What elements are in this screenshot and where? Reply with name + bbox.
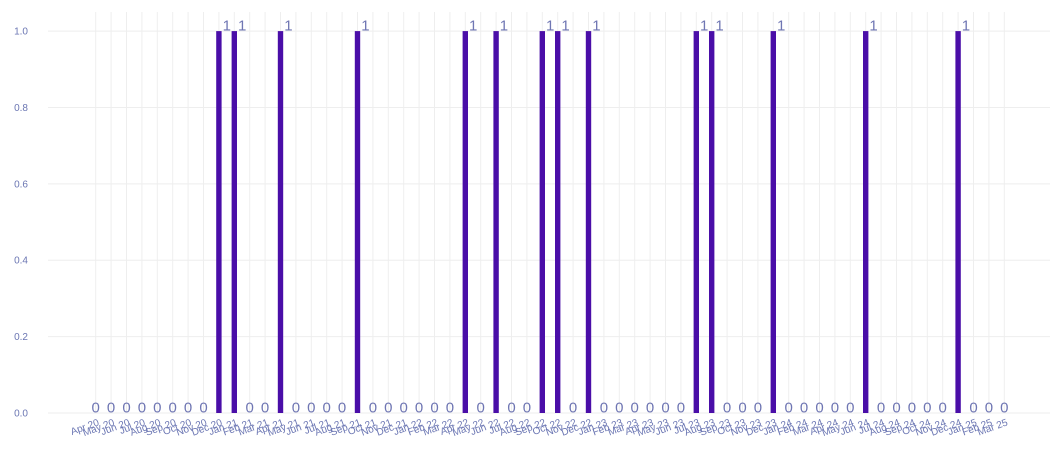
- data-label: 0: [153, 400, 161, 417]
- data-label: 0: [169, 400, 177, 417]
- data-label: 0: [677, 400, 685, 417]
- data-label: 0: [400, 400, 408, 417]
- data-label: 0: [430, 400, 438, 417]
- data-label: 0: [384, 400, 392, 417]
- data-label: 1: [469, 18, 477, 35]
- data-label: 0: [369, 400, 377, 417]
- data-label: 0: [122, 400, 130, 417]
- bar: [585, 31, 592, 413]
- y-tick-label: 0.4: [14, 256, 28, 267]
- data-label: 0: [246, 400, 254, 417]
- data-label: 0: [985, 400, 993, 417]
- data-label: 0: [738, 400, 746, 417]
- data-label: 0: [969, 400, 977, 417]
- data-label: 1: [962, 18, 970, 35]
- data-label: 1: [546, 18, 554, 35]
- data-label: 0: [477, 400, 485, 417]
- y-tick-label: 1.0: [14, 27, 28, 38]
- data-label: 1: [500, 18, 508, 35]
- bar: [709, 31, 715, 413]
- bar: [539, 31, 545, 413]
- data-label: 0: [138, 400, 146, 417]
- data-label: 1: [700, 18, 708, 35]
- data-label: 0: [831, 400, 839, 417]
- data-label: 1: [777, 18, 785, 35]
- data-label: 0: [908, 400, 916, 417]
- data-label: 1: [238, 18, 246, 35]
- data-label: 0: [107, 400, 115, 417]
- data-label: 0: [446, 400, 454, 417]
- bar: [693, 31, 699, 413]
- bar: [231, 31, 237, 413]
- y-tick-label: 0.2: [14, 332, 28, 343]
- data-label: 0: [785, 400, 793, 417]
- data-label: 0: [323, 400, 331, 417]
- data-label: 0: [615, 400, 623, 417]
- bar: [493, 31, 499, 413]
- data-label: 0: [661, 400, 669, 417]
- data-label: 0: [846, 400, 854, 417]
- bars: [216, 31, 961, 413]
- data-label: 0: [307, 400, 315, 417]
- data-label: 1: [869, 18, 877, 35]
- data-label: 0: [815, 400, 823, 417]
- data-label: 1: [715, 18, 723, 35]
- data-label: 0: [723, 400, 731, 417]
- data-label: 0: [507, 400, 515, 417]
- data-label: 0: [754, 400, 762, 417]
- data-label: 0: [338, 400, 346, 417]
- y-tick-label: 0.8: [14, 103, 28, 114]
- data-label: 0: [939, 400, 947, 417]
- bar: [216, 31, 222, 413]
- data-label: 0: [646, 400, 654, 417]
- y-axis: 0.0 0.2 0.4 0.6 0.8 1.0: [14, 27, 28, 420]
- data-label: 0: [261, 400, 269, 417]
- data-label: 1: [284, 18, 292, 35]
- data-label: 0: [184, 400, 192, 417]
- data-label: 0: [892, 400, 900, 417]
- bar: [462, 31, 468, 413]
- bar: [955, 31, 961, 413]
- data-label: 0: [1000, 400, 1008, 417]
- data-label: 1: [361, 18, 369, 35]
- data-label: 1: [223, 18, 231, 35]
- data-label: 0: [292, 400, 300, 417]
- y-tick-label: 0.0: [14, 409, 28, 420]
- bar: [277, 31, 284, 413]
- bar: [770, 31, 776, 413]
- bar: [354, 31, 361, 413]
- data-label: 0: [523, 400, 531, 417]
- data-label: 0: [923, 400, 931, 417]
- data-label: 0: [199, 400, 207, 417]
- data-label: 0: [600, 400, 608, 417]
- data-label: 0: [800, 400, 808, 417]
- y-tick-label: 0.6: [14, 179, 28, 190]
- data-label: 0: [92, 400, 100, 417]
- data-label: 0: [631, 400, 639, 417]
- data-label: 1: [592, 18, 600, 35]
- data-label: 1: [561, 18, 569, 35]
- bar: [555, 31, 561, 413]
- data-label: 0: [569, 400, 577, 417]
- grid-layer: [48, 12, 1050, 414]
- data-label: 0: [415, 400, 423, 417]
- data-label: 0: [877, 400, 885, 417]
- bar: [863, 31, 869, 413]
